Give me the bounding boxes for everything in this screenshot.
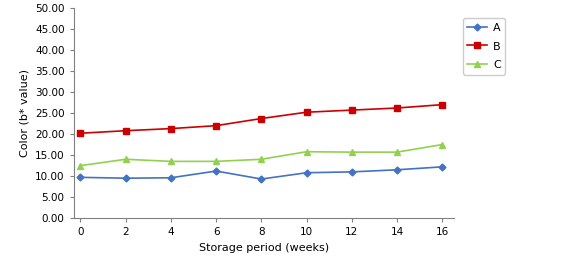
C [439, 143, 446, 146]
A [213, 169, 219, 173]
Line: A: A [78, 164, 445, 181]
B [303, 111, 310, 114]
C [167, 160, 174, 163]
X-axis label: Storage period (weeks): Storage period (weeks) [198, 243, 329, 253]
B [349, 109, 356, 112]
C [393, 151, 400, 154]
B [439, 103, 446, 106]
B [213, 124, 219, 127]
C [77, 164, 84, 167]
B [122, 129, 129, 132]
A [122, 177, 129, 180]
C [258, 158, 265, 161]
Line: B: B [77, 102, 446, 136]
Line: C: C [77, 142, 446, 169]
C [122, 158, 129, 161]
A [258, 177, 265, 181]
B [167, 127, 174, 130]
B [393, 106, 400, 110]
C [303, 150, 310, 153]
A [303, 171, 310, 174]
Y-axis label: Color (b* value): Color (b* value) [19, 69, 29, 157]
B [258, 117, 265, 120]
A [167, 176, 174, 179]
B [77, 132, 84, 135]
A [439, 165, 446, 168]
C [213, 160, 219, 163]
Legend: A, B, C: A, B, C [463, 18, 505, 74]
C [349, 151, 356, 154]
A [349, 170, 356, 173]
A [77, 176, 84, 179]
A [393, 168, 400, 171]
